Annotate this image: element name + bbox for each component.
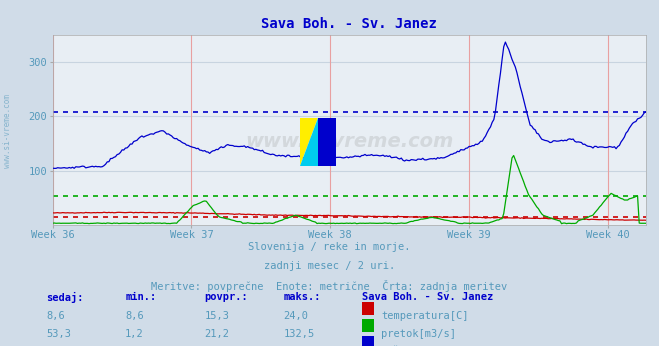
Polygon shape xyxy=(318,118,336,166)
Text: www.si-vreme.com: www.si-vreme.com xyxy=(3,94,13,169)
Title: Sava Boh. - Sv. Janez: Sava Boh. - Sv. Janez xyxy=(262,17,437,31)
Text: Sava Boh. - Sv. Janez: Sava Boh. - Sv. Janez xyxy=(362,292,494,302)
Text: zadnji mesec / 2 uri.: zadnji mesec / 2 uri. xyxy=(264,261,395,271)
Text: 8,6: 8,6 xyxy=(125,311,144,321)
Text: pretok[m3/s]: pretok[m3/s] xyxy=(381,329,456,339)
Text: 1,2: 1,2 xyxy=(125,329,144,339)
Text: 132,5: 132,5 xyxy=(283,329,314,339)
Text: sedaj:: sedaj: xyxy=(46,292,84,303)
Text: 15,3: 15,3 xyxy=(204,311,229,321)
Text: maks.:: maks.: xyxy=(283,292,321,302)
Text: Slovenija / reke in morje.: Slovenija / reke in morje. xyxy=(248,242,411,252)
Text: min.:: min.: xyxy=(125,292,156,302)
Text: povpr.:: povpr.: xyxy=(204,292,248,302)
Text: 53,3: 53,3 xyxy=(46,329,71,339)
Text: 8,6: 8,6 xyxy=(46,311,65,321)
Text: 21,2: 21,2 xyxy=(204,329,229,339)
Text: 24,0: 24,0 xyxy=(283,311,308,321)
Text: www.si-vreme.com: www.si-vreme.com xyxy=(245,132,453,151)
Text: Meritve: povprečne  Enote: metrične  Črta: zadnja meritev: Meritve: povprečne Enote: metrične Črta:… xyxy=(152,280,507,292)
Text: temperatura[C]: temperatura[C] xyxy=(381,311,469,321)
Polygon shape xyxy=(300,118,318,166)
Polygon shape xyxy=(300,118,318,166)
